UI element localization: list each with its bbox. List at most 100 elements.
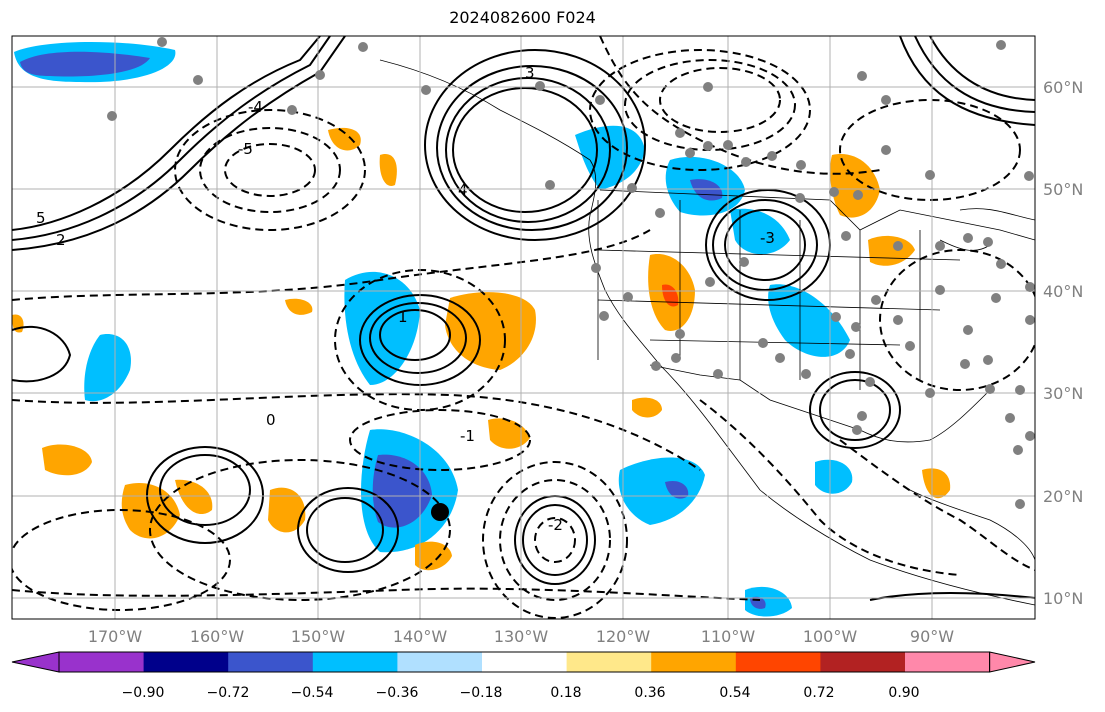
lat-label-10n: 10°N	[1043, 589, 1083, 608]
colorbar-segment	[59, 652, 145, 672]
contour-label-neg5: -5	[238, 140, 253, 158]
colorbar-segment	[820, 652, 906, 672]
lon-label-170w: 170°W	[88, 627, 143, 646]
fill-red-nevada	[662, 284, 679, 307]
contour-west-edge	[12, 325, 72, 383]
colorbar-segment	[651, 652, 737, 672]
fill-orange-pac6	[42, 444, 92, 476]
colorbar-extend-low	[11, 651, 60, 673]
contour-pac-low-2	[369, 302, 467, 374]
contour-pac-west-2	[146, 446, 264, 544]
colorbar	[11, 651, 1036, 673]
fill-darkblue-pac3	[372, 454, 432, 528]
contour-label-neg2: -2	[548, 516, 563, 534]
map-title: 2024082600 F024	[449, 8, 596, 27]
contour-ne-jet-3	[929, 36, 1035, 101]
station-markers	[107, 37, 1035, 509]
contour-texas-1	[819, 379, 891, 441]
lat-label-40n: 40°N	[1043, 282, 1083, 301]
contour-nw-jet-1	[12, 36, 321, 231]
dashed-contours	[12, 36, 1035, 619]
fill-blue-south	[745, 586, 792, 617]
colorbar-segment	[735, 652, 821, 672]
cbar-label-7: 0.54	[719, 685, 750, 701]
lon-label-140w: 140°W	[393, 627, 448, 646]
fill-orange-pac3	[175, 479, 213, 515]
lat-label-30n: 30°N	[1043, 384, 1083, 403]
cbar-label-5: 0.18	[550, 685, 581, 701]
fill-orange-bc	[379, 154, 397, 186]
contour-label-neg4: -4	[248, 98, 263, 116]
fill-orange-pac8	[285, 298, 313, 315]
contour-montana-1	[724, 209, 806, 281]
contour-label-1: 1	[398, 308, 408, 326]
contour-montana-2	[712, 199, 818, 291]
colorbar-segment	[228, 652, 314, 672]
lat-label-20n: 20°N	[1043, 487, 1083, 506]
colorbar-segment	[905, 652, 991, 672]
contour-alaska-high-4	[424, 49, 646, 241]
colorbar-segment	[482, 652, 568, 672]
lon-label-130w: 130°W	[494, 627, 549, 646]
lon-label-160w: 160°W	[190, 627, 245, 646]
colorbar-extend-high	[989, 651, 1036, 673]
fill-orange-mexico	[922, 468, 951, 499]
cbar-label-2: −0.54	[291, 685, 334, 701]
longitude-labels: 170°W 160°W 150°W 140°W 130°W 120°W 110°…	[88, 627, 954, 646]
contour-alaska-high-2	[445, 77, 611, 223]
contour-label-5: 5	[36, 209, 46, 227]
lon-label-110w: 110°W	[701, 627, 756, 646]
contour-label-0: 0	[266, 411, 276, 429]
contour-texas-2	[809, 371, 901, 449]
colorbar-segment	[143, 652, 229, 672]
cbar-label-6: 0.36	[634, 685, 665, 701]
fill-darkblue-nw	[20, 51, 150, 77]
fill-darkblue-mexico	[665, 480, 689, 499]
fill-blue-mexico	[618, 457, 705, 525]
fill-blue-pac2	[84, 334, 131, 402]
fill-orange-pac5	[415, 541, 452, 571]
cbar-label-9: 0.90	[888, 685, 919, 701]
fill-blue-gulf	[815, 459, 853, 494]
contour-ne-jet-1	[899, 36, 1035, 126]
contour-se-1	[869, 592, 1035, 601]
lat-label-60n: 60°N	[1043, 78, 1083, 97]
latitude-labels: 60°N 50°N 40°N 30°N 20°N 10°N	[1043, 78, 1083, 608]
colorbar-labels: −0.90 −0.72 −0.54 −0.36 −0.18 0.18 0.36 …	[122, 685, 920, 701]
colorbar-frame	[58, 651, 991, 673]
contour-nw-jet-2	[12, 36, 331, 241]
colorbar-segment	[566, 652, 652, 672]
fill-orange-baja	[632, 397, 662, 418]
contour-pac-low-1	[379, 309, 451, 361]
contour-pac-mid-1	[306, 497, 384, 563]
contour-alaska-high-1	[452, 87, 598, 213]
lat-label-50n: 50°N	[1043, 180, 1083, 199]
colorbar-segment	[312, 652, 398, 672]
contour-label-neg3: -3	[760, 229, 775, 247]
cbar-label-0: −0.90	[122, 685, 165, 701]
cbar-label-8: 0.72	[803, 685, 834, 701]
fill-blue-montana	[730, 208, 790, 255]
lon-label-90w: 90°W	[910, 627, 954, 646]
lon-label-150w: 150°W	[291, 627, 346, 646]
solid-contours	[12, 36, 1035, 601]
colorbar-segment	[397, 652, 483, 672]
contour-pac-south-1	[522, 504, 588, 576]
fill-orange-pac4	[268, 487, 306, 533]
cbar-label-1: −0.72	[207, 685, 250, 701]
highlight-marker	[431, 503, 449, 521]
fill-orange-dakota	[830, 154, 880, 218]
contour-labels: 5 4 3 2 1 0 -1 -2 -3 -4 -5	[36, 64, 775, 534]
contour-label-3: 3	[525, 64, 535, 82]
lat-lon-grid	[12, 36, 1035, 619]
contour-nw-jet-3	[12, 36, 346, 251]
contour-label-neg1: -1	[460, 427, 475, 445]
contour-ne-jet-2	[914, 36, 1035, 113]
map-frame	[11, 35, 1036, 620]
cbar-label-4: −0.18	[460, 685, 503, 701]
contour-pac-mid-2	[297, 487, 399, 573]
map-panel: 5 4 3 2 1 0 -1 -2 -3 -4 -5	[12, 36, 1035, 619]
contour-label-2: 2	[56, 231, 66, 249]
lon-label-100w: 100°W	[803, 627, 858, 646]
